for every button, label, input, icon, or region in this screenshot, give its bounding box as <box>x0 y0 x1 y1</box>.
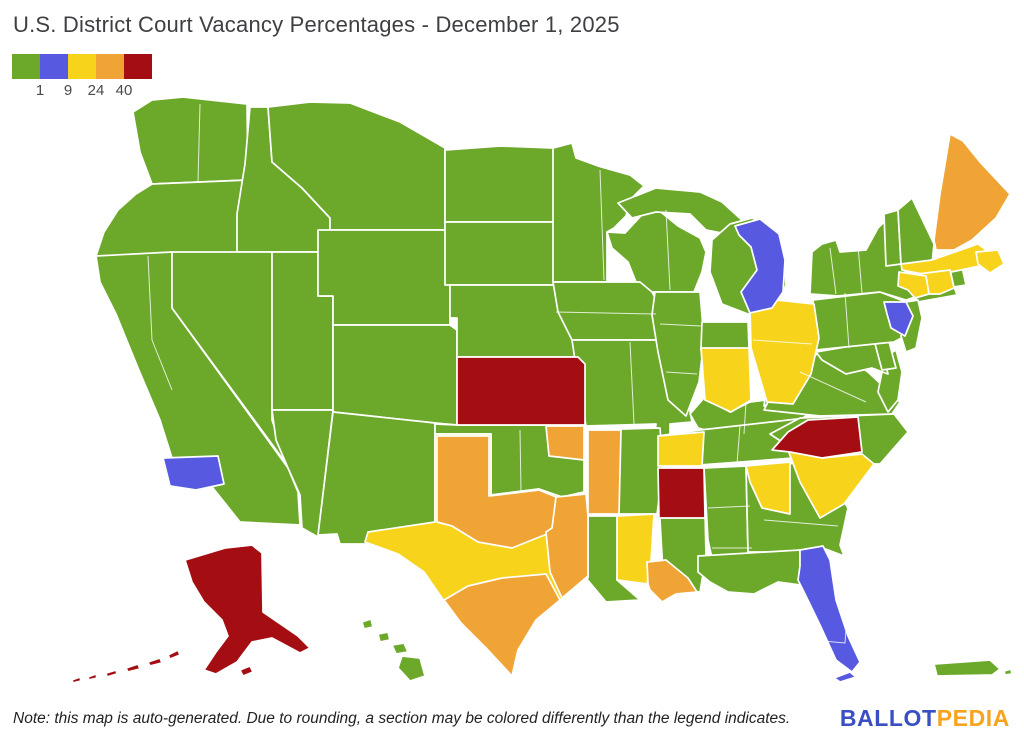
legend-swatch-red <box>124 54 152 79</box>
legend-label: 9 <box>63 82 73 99</box>
district-boundary-line <box>147 255 173 391</box>
region-florida-middle-southern[interactable] <box>797 545 861 673</box>
region-puerto-rico[interactable] <box>933 659 1001 677</box>
region-massachusetts[interactable] <box>975 249 1005 274</box>
region-tennessee-western[interactable] <box>657 431 705 467</box>
region-mississippi-northern[interactable] <box>657 467 706 519</box>
district-boundary-line <box>629 341 635 425</box>
district-boundary-line <box>665 209 671 291</box>
region-texas-southern[interactable] <box>443 573 561 677</box>
legend-swatch-green <box>12 54 40 79</box>
district-boundary-line <box>829 247 837 295</box>
region-colorado[interactable] <box>332 324 458 426</box>
region-hawaii[interactable] <box>391 642 409 655</box>
legend-swatch-blue <box>40 54 68 79</box>
region-alaska[interactable] <box>87 673 98 681</box>
legend: 1 9 24 40 <box>12 54 152 102</box>
district-boundary-line <box>743 401 747 435</box>
region-california-central[interactable] <box>162 455 225 491</box>
region-alaska[interactable] <box>184 544 311 675</box>
region-south-dakota[interactable] <box>444 221 563 286</box>
district-boundary-line <box>665 371 698 375</box>
region-alaska[interactable] <box>239 665 254 677</box>
region-alaska[interactable] <box>167 649 181 660</box>
region-north-dakota[interactable] <box>444 145 557 223</box>
district-boundary-line <box>857 245 863 294</box>
ballotpedia-logo: BALLOTPEDIA <box>840 705 1010 732</box>
district-boundary-line <box>707 505 751 509</box>
region-kansas[interactable] <box>456 356 586 426</box>
region-puerto-rico[interactable] <box>1003 668 1013 676</box>
auto-generated-note: Note: this map is auto-generated. Due to… <box>13 710 791 727</box>
region-louisiana-eastern[interactable] <box>646 559 698 603</box>
region-illinois[interactable] <box>651 291 705 417</box>
legend-swatch-orange <box>96 54 124 79</box>
region-michigan-eastern[interactable] <box>734 218 786 314</box>
region-florida-middle-southern[interactable] <box>833 671 857 683</box>
logo-ballot-text: BALLOT <box>839 705 937 731</box>
legend-swatches <box>12 54 152 79</box>
district-boundary-line <box>555 311 657 315</box>
region-alaska[interactable] <box>105 669 118 678</box>
region-alaska[interactable] <box>147 657 163 667</box>
region-iowa[interactable] <box>552 281 665 341</box>
district-boundary-line <box>659 323 702 327</box>
region-oklahoma-northeastern[interactable] <box>545 425 585 461</box>
region-hawaii[interactable] <box>377 631 391 643</box>
district-boundary-line <box>844 292 850 349</box>
logo-pedia-text: PEDIA <box>936 705 1010 731</box>
region-arkansas-western[interactable] <box>587 429 622 515</box>
legend-label: 24 <box>87 82 105 99</box>
district-boundary-line <box>799 371 867 403</box>
legend-label: 40 <box>115 82 133 99</box>
page-title: U.S. District Court Vacancy Percentages … <box>13 12 620 37</box>
region-new-york-southern[interactable] <box>897 271 930 299</box>
district-boundary-line <box>599 169 605 281</box>
district-boundary-line <box>752 339 813 345</box>
region-ohio[interactable] <box>749 299 820 405</box>
district-boundary-line <box>197 103 201 183</box>
region-oregon[interactable] <box>95 179 249 257</box>
region-new-hampshire[interactable] <box>897 197 935 265</box>
region-north-carolina-western[interactable] <box>771 416 863 459</box>
district-boundary-line <box>736 425 741 465</box>
legend-labels: 1 9 24 40 <box>12 82 152 102</box>
region-alaska[interactable] <box>71 676 82 684</box>
region-hawaii[interactable] <box>397 655 426 682</box>
district-boundary-line <box>519 429 522 493</box>
region-indiana-southern[interactable] <box>700 347 752 413</box>
district-boundary-line <box>763 519 839 527</box>
legend-label: 1 <box>35 82 45 99</box>
region-florida-northern[interactable] <box>697 549 801 595</box>
region-washington[interactable] <box>132 96 249 185</box>
region-alaska[interactable] <box>125 663 141 673</box>
region-wyoming[interactable] <box>317 229 451 326</box>
region-maine[interactable] <box>933 133 1011 251</box>
region-hawaii[interactable] <box>361 618 374 630</box>
region-texas-eastern[interactable] <box>545 493 589 599</box>
district-boundary-line <box>822 615 848 644</box>
legend-swatch-yellow <box>68 54 96 79</box>
region-georgia-northern[interactable] <box>745 461 791 515</box>
region-pennsylvania-eastern[interactable] <box>883 301 914 337</box>
